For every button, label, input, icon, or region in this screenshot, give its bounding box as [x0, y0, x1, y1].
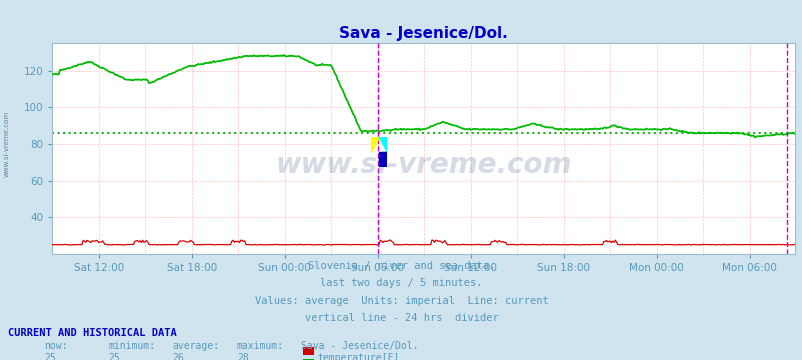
Text: minimum:: minimum: [108, 341, 156, 351]
Text: maximum:: maximum: [237, 341, 284, 351]
Text: average:: average: [172, 341, 220, 351]
Text: now:: now: [44, 341, 67, 351]
Text: vertical line - 24 hrs  divider: vertical line - 24 hrs divider [304, 313, 498, 323]
Text: Values: average  Units: imperial  Line: current: Values: average Units: imperial Line: cu… [254, 296, 548, 306]
Polygon shape [379, 137, 387, 152]
Text: 28: 28 [237, 353, 249, 360]
Text: 26: 26 [172, 353, 184, 360]
Text: last two days / 5 minutes.: last two days / 5 minutes. [320, 278, 482, 288]
Text: 25: 25 [44, 353, 56, 360]
Text: www.si-vreme.com: www.si-vreme.com [275, 151, 571, 179]
Title: Sava - Jesenice/Dol.: Sava - Jesenice/Dol. [338, 26, 508, 41]
Text: Sava - Jesenice/Dol.: Sava - Jesenice/Dol. [301, 341, 418, 351]
Bar [379, 152, 387, 167]
Text: Slovenia / river and sea data.: Slovenia / river and sea data. [307, 261, 495, 271]
Text: 25: 25 [108, 353, 120, 360]
Text: CURRENT AND HISTORICAL DATA: CURRENT AND HISTORICAL DATA [8, 328, 176, 338]
Text: www.si-vreme.com: www.si-vreme.com [3, 111, 10, 177]
Text: temperature[F]: temperature[F] [317, 353, 399, 360]
Polygon shape [371, 137, 379, 152]
